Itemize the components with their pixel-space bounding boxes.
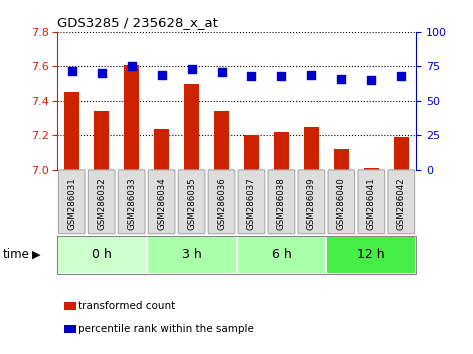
Point [188, 66, 195, 72]
Text: time: time [2, 249, 29, 261]
Text: GSM286039: GSM286039 [307, 178, 316, 230]
Bar [184, 84, 199, 170]
Text: 12 h: 12 h [358, 249, 385, 261]
FancyBboxPatch shape [358, 170, 385, 234]
FancyBboxPatch shape [118, 170, 145, 234]
Point [397, 73, 405, 79]
Text: GSM286038: GSM286038 [277, 178, 286, 230]
Bar [334, 149, 349, 170]
Text: 3 h: 3 h [182, 249, 201, 261]
FancyBboxPatch shape [328, 170, 355, 234]
Bar [64, 92, 79, 170]
FancyBboxPatch shape [148, 170, 175, 234]
Point [368, 77, 375, 83]
Point [68, 68, 76, 73]
FancyBboxPatch shape [388, 170, 415, 234]
Bar [364, 168, 379, 170]
Text: GSM286042: GSM286042 [397, 178, 406, 230]
Text: GSM286034: GSM286034 [157, 178, 166, 230]
FancyBboxPatch shape [178, 170, 205, 234]
Point [218, 69, 225, 75]
Point [158, 72, 166, 78]
Point [307, 72, 315, 78]
Point [278, 73, 285, 79]
Text: transformed count: transformed count [78, 301, 175, 311]
Text: GSM286035: GSM286035 [187, 178, 196, 230]
Point [98, 70, 105, 76]
Text: percentile rank within the sample: percentile rank within the sample [78, 324, 254, 334]
FancyBboxPatch shape [88, 170, 115, 234]
FancyBboxPatch shape [268, 170, 295, 234]
FancyBboxPatch shape [298, 170, 325, 234]
Bar [244, 136, 259, 170]
Text: GDS3285 / 235628_x_at: GDS3285 / 235628_x_at [57, 16, 218, 29]
Text: GSM286032: GSM286032 [97, 178, 106, 230]
Text: GSM286037: GSM286037 [247, 178, 256, 230]
Bar [154, 129, 169, 170]
Text: ▶: ▶ [32, 250, 41, 260]
FancyBboxPatch shape [236, 236, 326, 274]
Bar [274, 132, 289, 170]
FancyBboxPatch shape [147, 236, 236, 274]
Text: 0 h: 0 h [92, 249, 112, 261]
Bar [304, 127, 319, 170]
Bar [124, 65, 139, 170]
FancyBboxPatch shape [208, 170, 235, 234]
Text: 6 h: 6 h [272, 249, 291, 261]
Text: GSM286036: GSM286036 [217, 178, 226, 230]
Text: GSM286041: GSM286041 [367, 178, 376, 230]
Point [128, 64, 135, 69]
FancyBboxPatch shape [57, 236, 147, 274]
Bar [394, 137, 409, 170]
FancyBboxPatch shape [238, 170, 265, 234]
Bar [94, 111, 109, 170]
Text: GSM286033: GSM286033 [127, 178, 136, 230]
Text: GSM286040: GSM286040 [337, 178, 346, 230]
Text: GSM286031: GSM286031 [67, 178, 76, 230]
FancyBboxPatch shape [326, 236, 416, 274]
Bar [214, 111, 229, 170]
Point [338, 76, 345, 82]
FancyBboxPatch shape [58, 170, 85, 234]
Point [248, 73, 255, 79]
